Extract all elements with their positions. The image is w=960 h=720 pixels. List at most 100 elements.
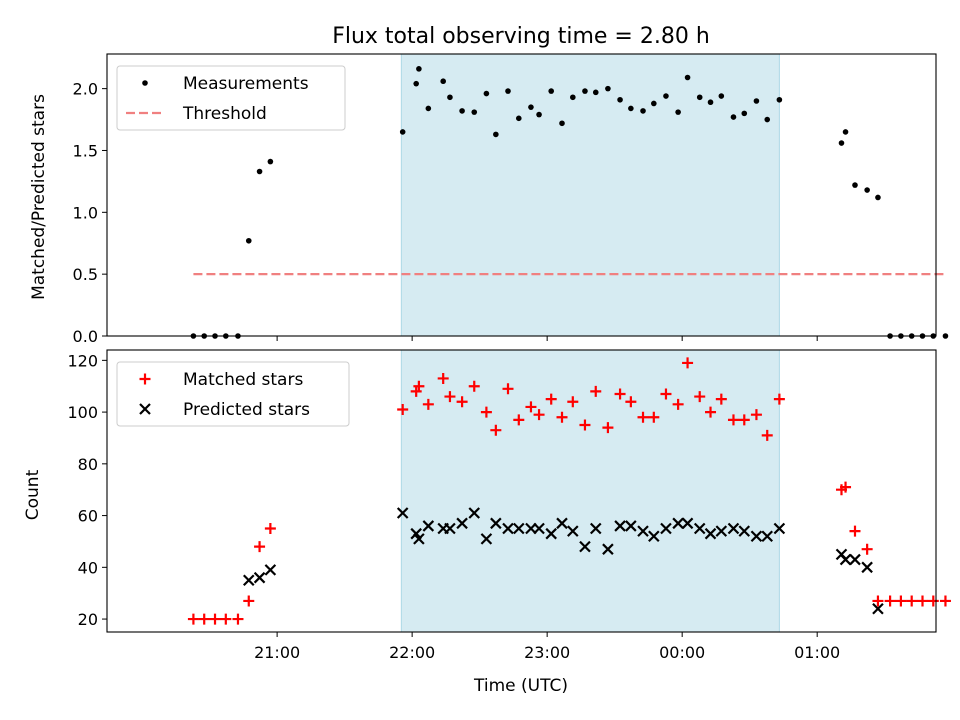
axes-frame bbox=[106, 53, 937, 337]
data-point bbox=[187, 613, 199, 625]
data-point bbox=[493, 131, 499, 138]
data-point bbox=[750, 530, 763, 543]
y-tick-label: 100 bbox=[67, 403, 98, 422]
y-axis-label-bottom: Count bbox=[23, 469, 43, 520]
data-point bbox=[617, 96, 623, 103]
data-point bbox=[614, 520, 626, 532]
data-point bbox=[707, 99, 714, 106]
x-tick-label: 00:00 bbox=[659, 643, 705, 662]
data-point bbox=[513, 414, 525, 426]
data-point bbox=[413, 380, 425, 392]
count-panel: 20 40 60 80 100 120 21:00 22:00 23:00 00:00 01:00 M… bbox=[67, 349, 951, 662]
data-point bbox=[545, 527, 557, 540]
data-point bbox=[437, 372, 449, 384]
data-point bbox=[864, 187, 870, 193]
data-point bbox=[861, 543, 873, 555]
ratio-panel: 0.0 0.5 1.0 1.5 2.0 Measurements Threshold bbox=[73, 53, 949, 346]
data-point bbox=[614, 388, 626, 400]
data-point bbox=[220, 613, 232, 625]
data-point bbox=[589, 522, 602, 535]
data-point bbox=[253, 571, 266, 584]
data-point bbox=[567, 396, 579, 408]
data-point bbox=[895, 595, 907, 607]
data-point bbox=[483, 90, 490, 97]
data-point bbox=[741, 110, 748, 117]
data-point bbox=[242, 574, 255, 587]
data-point bbox=[939, 595, 951, 607]
data-point bbox=[468, 507, 481, 519]
data-point bbox=[444, 391, 456, 403]
data-point bbox=[198, 613, 210, 625]
data-point bbox=[705, 406, 717, 418]
legend-swatch bbox=[139, 403, 151, 415]
data-point bbox=[502, 383, 514, 395]
y-tick-label: 120 bbox=[67, 351, 98, 370]
legend-swatch bbox=[139, 373, 151, 385]
data-point bbox=[694, 391, 706, 403]
x-tick-label: 22:00 bbox=[389, 643, 435, 662]
data-point bbox=[447, 94, 453, 101]
data-point bbox=[502, 522, 514, 535]
data-point bbox=[567, 525, 579, 537]
data-point bbox=[849, 525, 861, 537]
data-point bbox=[515, 115, 522, 122]
data-point bbox=[696, 94, 703, 101]
data-point bbox=[545, 393, 557, 405]
x-tick-label: 01:00 bbox=[794, 643, 840, 662]
data-point bbox=[727, 522, 740, 535]
data-point bbox=[570, 94, 576, 101]
data-point bbox=[916, 595, 928, 607]
data-point bbox=[459, 108, 465, 114]
series-matched-stars bbox=[187, 357, 951, 625]
data-point bbox=[548, 88, 555, 94]
data-point bbox=[684, 74, 691, 81]
data-point bbox=[872, 602, 884, 615]
data-point bbox=[468, 380, 480, 392]
series-predicted-stars bbox=[242, 507, 884, 615]
data-point bbox=[648, 530, 660, 543]
y-axis-label-top: Matched/Predicted stars bbox=[29, 94, 49, 300]
data-point bbox=[243, 595, 255, 607]
data-point bbox=[397, 404, 409, 416]
data-point bbox=[533, 409, 545, 421]
data-point bbox=[838, 140, 845, 146]
data-point bbox=[693, 522, 706, 535]
y-tick-label: 0.5 bbox=[73, 265, 98, 284]
y-tick-label: 80 bbox=[78, 455, 98, 474]
data-point bbox=[605, 85, 611, 92]
data-point bbox=[582, 88, 588, 94]
data-point bbox=[590, 385, 602, 397]
data-point bbox=[490, 424, 502, 436]
legend: Measurements Threshold bbox=[116, 65, 346, 131]
data-point bbox=[480, 533, 493, 545]
data-point bbox=[750, 409, 762, 421]
data-point bbox=[536, 111, 542, 118]
data-point bbox=[440, 78, 446, 85]
data-point bbox=[556, 411, 568, 423]
data-point bbox=[675, 109, 681, 115]
data-point bbox=[396, 507, 409, 519]
legend: Matched stars Predicted stars bbox=[116, 361, 350, 427]
legend-label: Threshold bbox=[182, 104, 267, 124]
data-point bbox=[637, 525, 649, 537]
data-point bbox=[672, 398, 684, 410]
data-point bbox=[628, 105, 634, 112]
data-point bbox=[852, 182, 858, 188]
data-point bbox=[681, 517, 694, 530]
data-point bbox=[528, 104, 534, 110]
data-point bbox=[602, 422, 614, 434]
x-tick-label: 23:00 bbox=[524, 643, 570, 662]
data-point bbox=[715, 393, 727, 405]
data-point bbox=[556, 517, 568, 530]
data-point bbox=[927, 595, 939, 607]
data-point bbox=[245, 237, 252, 244]
data-point bbox=[761, 429, 773, 441]
data-point bbox=[738, 414, 750, 426]
data-point bbox=[490, 517, 502, 530]
x-tick-label: 21:00 bbox=[254, 643, 300, 662]
data-point bbox=[264, 564, 277, 576]
data-point bbox=[232, 613, 244, 625]
data-point bbox=[625, 396, 637, 408]
data-point bbox=[579, 419, 591, 431]
